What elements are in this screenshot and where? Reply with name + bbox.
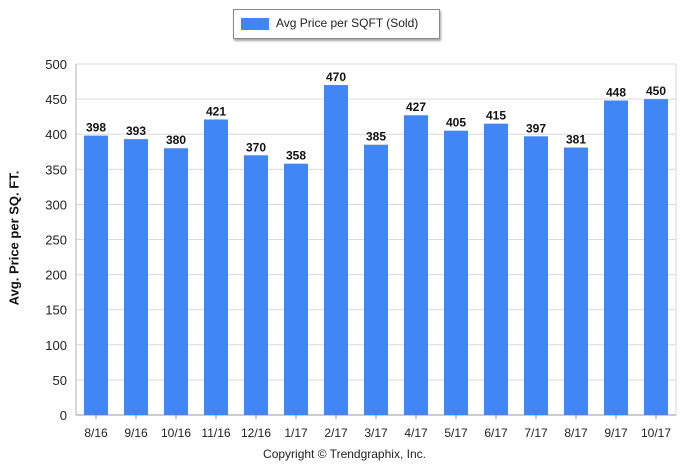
y-tick-label: 50 [53, 373, 67, 388]
data-label: 370 [246, 140, 266, 154]
data-label: 448 [606, 86, 626, 100]
bar [364, 144, 388, 416]
x-tick-label: 10/16 [161, 426, 191, 440]
x-tick-label: 6/17 [484, 426, 508, 440]
x-tick-label: 8/16 [84, 426, 108, 440]
data-label: 358 [286, 149, 306, 163]
data-label: 380 [166, 133, 186, 147]
y-tick-label: 500 [45, 57, 67, 72]
x-tick-label: 8/17 [564, 426, 588, 440]
x-tick-label: 4/17 [404, 426, 428, 440]
data-label: 450 [646, 84, 666, 98]
bar [404, 115, 428, 415]
bar [84, 135, 108, 415]
x-tick-label: 7/17 [524, 426, 548, 440]
y-tick-label: 0 [60, 408, 67, 423]
data-label: 385 [366, 130, 386, 144]
bar [644, 99, 668, 415]
data-label: 421 [206, 104, 226, 118]
y-tick-label: 250 [45, 233, 67, 248]
data-label: 397 [526, 121, 546, 135]
data-label: 398 [86, 121, 106, 135]
chart-legend: Avg Price per SQFT (Sold) [233, 9, 440, 39]
x-tick-label: 9/17 [604, 426, 628, 440]
data-label: 405 [446, 116, 466, 130]
bar [284, 163, 308, 415]
y-tick-label: 450 [45, 92, 67, 107]
bar [524, 136, 548, 415]
y-tick-label: 100 [45, 338, 67, 353]
bar [204, 119, 228, 415]
bar [604, 100, 628, 415]
copyright-text: Copyright © Trendgraphix, Inc. [263, 447, 426, 461]
x-tick-label: 11/16 [201, 426, 230, 440]
bar [244, 155, 268, 415]
bar [164, 148, 188, 416]
x-tick-label: 1/17 [284, 426, 308, 440]
data-label: 381 [566, 133, 586, 147]
data-label: 427 [406, 100, 426, 114]
bar [444, 130, 468, 415]
x-tick-label: 10/17 [641, 426, 671, 440]
y-tick-label: 200 [45, 268, 67, 283]
x-tick-label: 5/17 [444, 426, 468, 440]
data-label: 393 [126, 124, 146, 138]
y-tick-label: 300 [45, 197, 67, 212]
bar [484, 123, 508, 416]
bar [124, 139, 148, 415]
x-tick-label: 2/17 [324, 426, 348, 440]
y-tick-label: 150 [45, 303, 67, 318]
bar [564, 147, 588, 415]
data-label: 415 [486, 109, 506, 123]
y-tick-label: 350 [45, 162, 67, 177]
legend-label: Avg Price per SQFT (Sold) [276, 16, 419, 30]
data-label: 470 [326, 70, 346, 84]
legend-swatch [241, 18, 269, 30]
x-tick-label: 12/16 [241, 426, 271, 440]
y-tick-label: 400 [45, 127, 67, 142]
y-axis-label: Avg. Price per SQ. FT. [6, 170, 22, 306]
bar [324, 85, 348, 415]
x-tick-label: 3/17 [364, 426, 388, 440]
x-tick-label: 9/16 [124, 426, 148, 440]
